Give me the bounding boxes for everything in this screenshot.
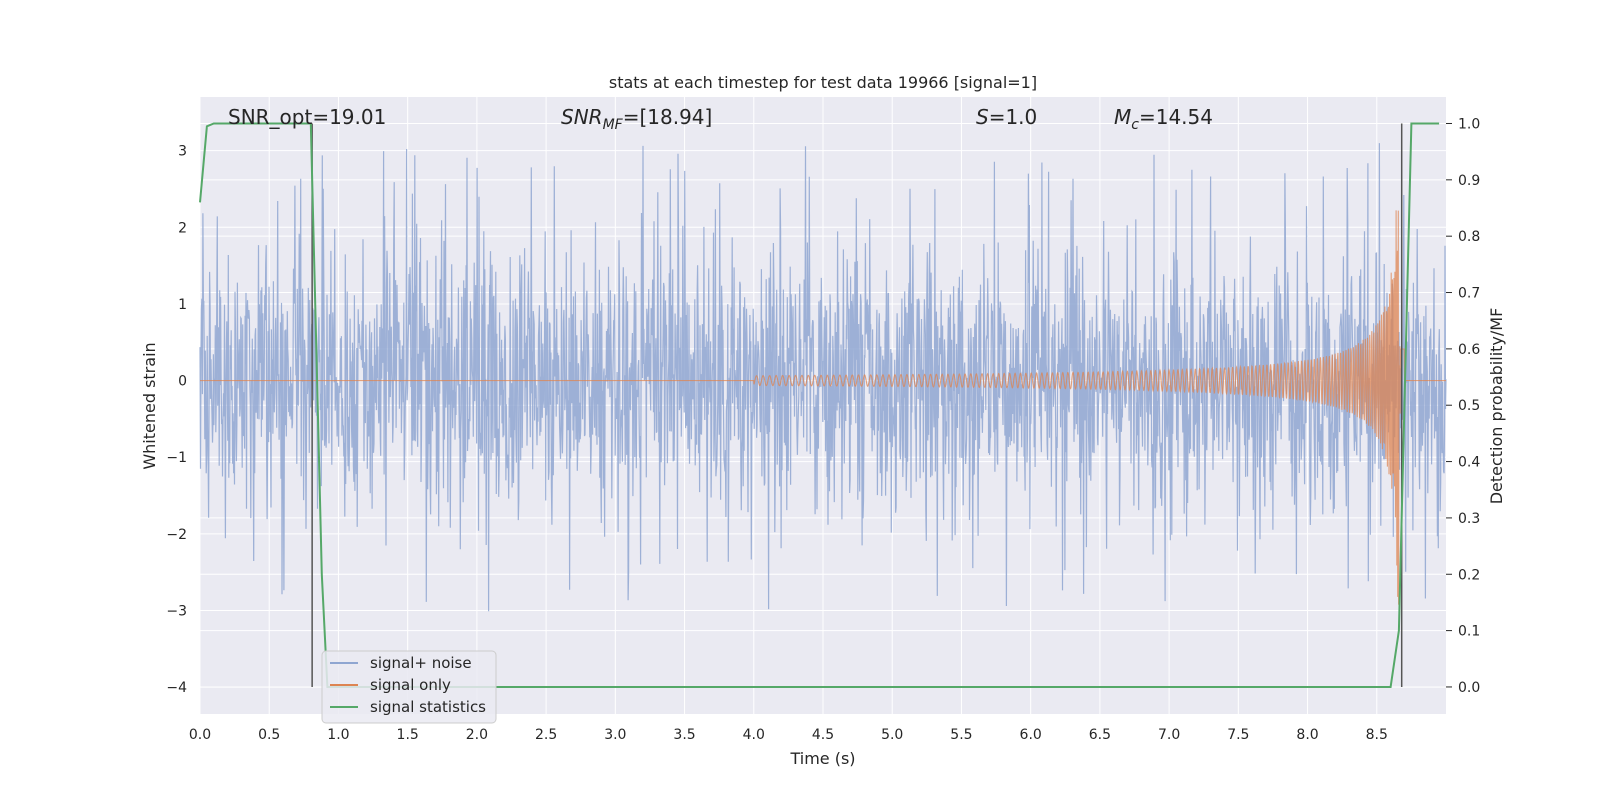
x-tick-label: 6.5: [1089, 727, 1111, 743]
x-tick-label: 4.0: [743, 727, 765, 743]
x-tick-label: 6.0: [1020, 727, 1042, 743]
x-axis-label: Time (s): [789, 749, 855, 768]
y-tick-label: −3: [166, 604, 187, 620]
x-tick-label: 7.0: [1158, 727, 1180, 743]
x-tick-label: 4.5: [812, 727, 834, 743]
annotation-mc-symbol: M: [1114, 105, 1131, 129]
signal-trace: [200, 210, 1446, 605]
annotation-snr-mf-sub: MF: [603, 117, 624, 133]
x-tick-label: 2.0: [466, 727, 488, 743]
y2-tick-label: 0.8: [1458, 229, 1480, 245]
annotation-snr-mf-main: SNR: [561, 105, 603, 129]
y2-tick-label: 0.3: [1458, 511, 1480, 527]
x-tick-label: 1.0: [327, 727, 349, 743]
x-tick-label: 0.5: [258, 727, 280, 743]
legend-label-signal-only: signal only: [370, 676, 451, 694]
annotation-snr-mf: SNRMF=[18.94]: [561, 105, 712, 133]
y-tick-label: 2: [178, 220, 187, 236]
legend-label-signal-statistics: signal statistics: [370, 698, 486, 716]
series-signal-statistics: [199, 122, 1440, 688]
annotation-mc-value: =14.54: [1139, 105, 1213, 129]
x-tick-label: 8.0: [1296, 727, 1318, 743]
annotation-mc: Mc=14.54: [1114, 105, 1213, 133]
y2-tick-label: 0.5: [1458, 398, 1480, 414]
y2-tick-label: 0.2: [1458, 567, 1480, 583]
legend: signal+ noise signal only signal statist…: [321, 650, 497, 724]
tick-labels: 0.0 0.5 1.0 1.5 2.0 2.5 3.0 3.5 4.0 4.5 5.0 5.5 6.0 6…: [166, 116, 1480, 743]
annotation-snr-mf-value: =[18.94]: [623, 105, 713, 129]
y2-tick-label: 0.1: [1458, 624, 1480, 640]
statistics-trace: [199, 122, 1440, 688]
series-signal-only: [200, 210, 1446, 605]
annotation-s-symbol: S: [976, 105, 989, 129]
annotation-snr-opt: SNR_opt=19.01: [228, 105, 386, 129]
x-tick-label: 7.5: [1227, 727, 1249, 743]
annotation-mc-sub: c: [1131, 117, 1139, 133]
y-tick-label: −2: [166, 527, 187, 543]
y2-tick-label: 0.6: [1458, 342, 1480, 358]
y-tick-label: 1: [178, 297, 187, 313]
y2-tick-label: 0.7: [1458, 286, 1480, 302]
y-tick-label: 3: [178, 144, 187, 160]
x-tick-label: 1.5: [397, 727, 419, 743]
x-tick-label: 3.5: [673, 727, 695, 743]
legend-label-signal-plus-noise: signal+ noise: [370, 654, 472, 672]
y-tick-label: 0: [178, 374, 187, 390]
y2-tick-label: 1.0: [1458, 116, 1480, 132]
legend-box: [321, 650, 497, 724]
y-axis-label: Whitened strain: [140, 342, 159, 469]
y2-tick-label: 0.0: [1458, 680, 1480, 696]
x-tick-label: 3.0: [604, 727, 626, 743]
x-tick-label: 5.5: [950, 727, 972, 743]
x-tick-label: 2.5: [535, 727, 557, 743]
annotation-s-value: =1.0: [989, 105, 1038, 129]
x-tick-label: 0.0: [189, 727, 211, 743]
x-tick-label: 5.0: [881, 727, 903, 743]
annotation-s: S=1.0: [976, 105, 1037, 129]
y2-axis-label: Detection probability/MF: [1487, 308, 1506, 505]
x-tick-label: 8.5: [1366, 727, 1388, 743]
y2-tick-label: 0.9: [1458, 173, 1480, 189]
y-tick-label: −4: [166, 680, 187, 696]
chart-title: stats at each timestep for test data 199…: [609, 73, 1037, 92]
y2-tick-label: 0.4: [1458, 455, 1480, 471]
y-tick-label: −1: [166, 450, 187, 466]
